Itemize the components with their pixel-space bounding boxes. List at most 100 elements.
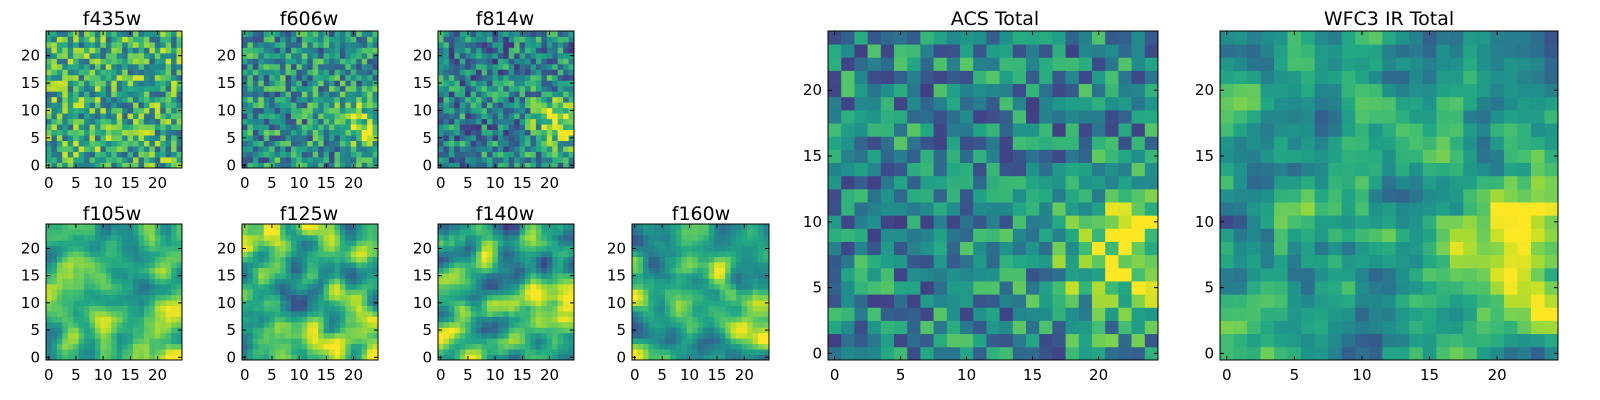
heatmap-cell bbox=[312, 305, 319, 312]
heatmap-cell bbox=[448, 157, 455, 163]
heatmap-cell bbox=[301, 63, 308, 70]
heatmap-cell bbox=[692, 251, 699, 258]
heatmap-cell bbox=[492, 124, 499, 131]
heatmap-cell bbox=[94, 272, 101, 279]
heatmap-cell bbox=[563, 262, 569, 268]
heatmap-cell bbox=[675, 224, 682, 230]
heatmap-cell bbox=[73, 47, 80, 54]
heatmap-cell bbox=[519, 36, 526, 43]
heatmap-cell bbox=[659, 272, 666, 279]
heatmap-cell bbox=[686, 316, 693, 323]
heatmap-cell bbox=[454, 96, 461, 103]
heatmap-cell bbox=[100, 289, 107, 296]
heatmap-cell bbox=[653, 267, 660, 274]
heatmap-cell bbox=[171, 289, 177, 296]
heatmap-cell bbox=[138, 80, 145, 87]
heatmap-cell bbox=[133, 52, 139, 59]
heatmap-cell bbox=[525, 240, 531, 247]
heatmap-cell bbox=[476, 91, 482, 98]
heatmap-cell bbox=[280, 272, 286, 279]
heatmap-cell bbox=[274, 224, 281, 230]
heatmap-cell bbox=[1118, 294, 1132, 308]
heatmap-cell bbox=[465, 52, 472, 59]
heatmap-cell bbox=[752, 349, 759, 355]
heatmap-cell bbox=[465, 311, 472, 317]
heatmap-cell bbox=[312, 294, 319, 301]
heatmap-cell bbox=[116, 96, 123, 103]
heatmap-cell bbox=[841, 215, 855, 229]
heatmap-cell bbox=[67, 118, 74, 125]
heatmap-cell bbox=[73, 305, 80, 312]
heatmap-cell bbox=[51, 74, 58, 81]
heatmap-cell bbox=[443, 41, 450, 48]
heatmap-cell bbox=[154, 107, 161, 114]
heatmap-cell bbox=[519, 294, 526, 301]
heatmap-cell bbox=[46, 343, 52, 350]
heatmap-cell bbox=[448, 31, 455, 37]
heatmap-cell bbox=[307, 251, 314, 258]
heatmap-cell bbox=[1078, 281, 1093, 295]
heatmap-cell bbox=[122, 294, 128, 301]
heatmap-cell bbox=[642, 289, 649, 296]
heatmap-cell bbox=[318, 129, 324, 136]
heatmap-cell bbox=[171, 63, 177, 70]
heatmap-cell bbox=[62, 272, 69, 279]
heatmap-cell bbox=[100, 157, 107, 163]
heatmap-cell bbox=[459, 321, 466, 328]
heatmap-cell bbox=[263, 69, 270, 76]
heatmap-cell bbox=[675, 251, 682, 258]
heatmap-cell bbox=[1012, 162, 1027, 177]
y-tick-label: 15 bbox=[217, 74, 236, 92]
heatmap-cell bbox=[280, 262, 286, 268]
heatmap-cell bbox=[301, 47, 308, 54]
heatmap-cell bbox=[664, 321, 671, 328]
heatmap-cell bbox=[503, 332, 510, 339]
heatmap-cell bbox=[280, 124, 286, 131]
heatmap-cell bbox=[552, 240, 559, 247]
heatmap-cell bbox=[725, 234, 732, 241]
heatmap-cell bbox=[274, 107, 281, 114]
heatmap-cell bbox=[143, 294, 150, 301]
heatmap-cell bbox=[1078, 320, 1093, 335]
heatmap-cell bbox=[143, 69, 150, 76]
heatmap-cell bbox=[84, 69, 90, 76]
heatmap-cell bbox=[1026, 202, 1040, 216]
heatmap-cell bbox=[361, 151, 368, 158]
heatmap-cell bbox=[443, 140, 450, 147]
heatmap-cell bbox=[296, 63, 303, 70]
heatmap-cell bbox=[339, 41, 346, 48]
heatmap-cell bbox=[242, 343, 248, 350]
heatmap-cell bbox=[675, 240, 682, 247]
heatmap-cell bbox=[350, 91, 357, 98]
heatmap-cell bbox=[486, 272, 493, 279]
heatmap-cell bbox=[557, 52, 564, 59]
heatmap-cell bbox=[263, 140, 270, 147]
heatmap-cell bbox=[263, 321, 270, 328]
heatmap-cell bbox=[329, 278, 335, 285]
heatmap-cell bbox=[514, 338, 520, 345]
heatmap-cell bbox=[946, 294, 961, 308]
heatmap-cell bbox=[454, 118, 461, 125]
heatmap-cell bbox=[329, 245, 335, 252]
heatmap-cell bbox=[116, 338, 123, 345]
heatmap-cell bbox=[122, 272, 128, 279]
heatmap-cell bbox=[747, 327, 753, 334]
heatmap-cell bbox=[73, 146, 80, 152]
heatmap-cell bbox=[648, 332, 655, 339]
heatmap-cell bbox=[525, 354, 531, 361]
heatmap-cell bbox=[880, 267, 895, 282]
heatmap-cell bbox=[46, 332, 52, 339]
heatmap-cell bbox=[692, 316, 699, 323]
heatmap-cell bbox=[127, 47, 134, 54]
heatmap-cell bbox=[345, 305, 352, 312]
heatmap-cell bbox=[448, 52, 455, 59]
heatmap-cell bbox=[62, 343, 69, 350]
heatmap-cell bbox=[686, 262, 693, 268]
heatmap-cell bbox=[242, 321, 248, 328]
heatmap-cell bbox=[56, 234, 63, 241]
heatmap-cell bbox=[312, 300, 319, 306]
heatmap-cell bbox=[367, 354, 373, 361]
heatmap-cell bbox=[307, 245, 314, 252]
heatmap-cell bbox=[312, 349, 319, 355]
heatmap-cell bbox=[176, 321, 183, 328]
